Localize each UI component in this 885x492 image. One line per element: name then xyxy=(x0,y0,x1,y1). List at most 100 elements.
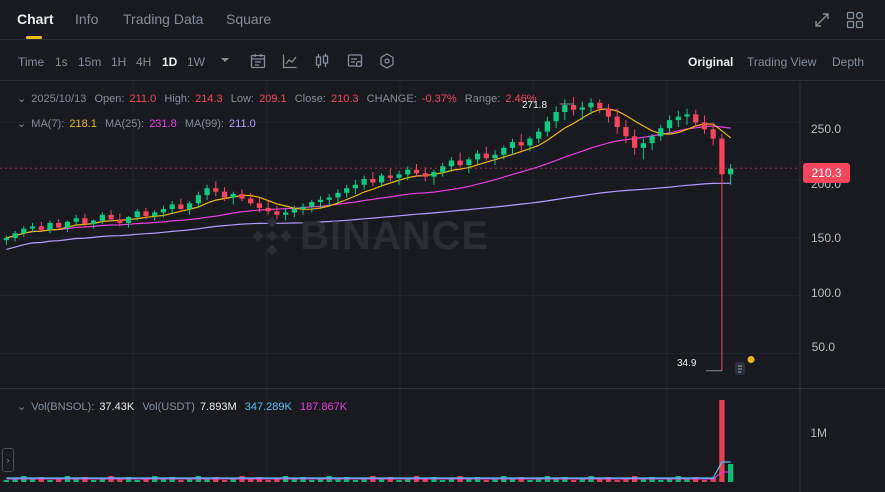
low-value: 209.1 xyxy=(259,93,287,105)
candle-body xyxy=(492,154,498,159)
hexagon-settings-icon[interactable] xyxy=(378,52,396,70)
volume-bar xyxy=(47,480,53,482)
candlestick-icon[interactable] xyxy=(313,52,331,70)
vol-collapse-chevron-icon[interactable]: ⌄ xyxy=(17,401,27,413)
volume-bar xyxy=(483,480,489,482)
candle-body xyxy=(474,153,481,160)
volume-bar xyxy=(134,480,140,482)
candle-body xyxy=(64,221,71,228)
candle-body xyxy=(588,102,594,108)
volume-bar xyxy=(396,480,402,482)
candle-body xyxy=(544,121,551,132)
change-label: CHANGE: xyxy=(366,93,417,105)
expand-icon[interactable] xyxy=(812,10,832,30)
ma-collapse-chevron-icon[interactable]: ⌄ xyxy=(17,118,27,130)
view-depth[interactable]: Depth xyxy=(832,55,865,69)
candle-body xyxy=(501,147,507,155)
interval-1d[interactable]: 1D xyxy=(162,55,178,69)
ma99-value: 211.0 xyxy=(229,118,256,130)
volume-bar xyxy=(701,480,708,482)
interval-4h[interactable]: 4H xyxy=(136,55,152,69)
ma7-value: 218.1 xyxy=(69,118,97,130)
candle-body xyxy=(317,199,324,203)
indicator-settings-icon[interactable] xyxy=(346,52,364,70)
view-trading-view[interactable]: Trading View xyxy=(747,55,817,69)
interval-1w[interactable]: 1W xyxy=(187,55,205,69)
ma7-label: MA(7): xyxy=(31,118,65,130)
candle-body xyxy=(605,108,612,117)
interval-15m[interactable]: 15m xyxy=(78,55,102,69)
candle-body xyxy=(640,143,646,148)
line-chart-icon[interactable] xyxy=(281,52,299,70)
view-original[interactable]: Original xyxy=(688,55,734,69)
vol-quote-label: Vol(USDT) xyxy=(142,401,195,413)
candle-body xyxy=(335,192,341,198)
volume-bar xyxy=(527,480,533,482)
candle-body xyxy=(396,174,402,178)
candle-body xyxy=(221,191,228,198)
notes-icon[interactable] xyxy=(731,356,755,380)
volume-bar xyxy=(719,400,725,482)
open-label: Open: xyxy=(94,93,125,105)
candle-body xyxy=(553,112,559,122)
volume-bar xyxy=(440,480,446,482)
candle-body xyxy=(405,169,411,175)
candle-body xyxy=(47,222,53,230)
interval-time[interactable]: Time xyxy=(18,55,45,69)
ohlc-date: 2025/10/13 xyxy=(31,93,87,105)
volume-bar xyxy=(317,478,324,482)
interval-dropdown-icon[interactable] xyxy=(218,53,236,71)
volume-bar xyxy=(553,479,559,482)
candle-body xyxy=(300,206,306,210)
price-tick-50: 50.0 xyxy=(811,340,835,354)
volume-bar xyxy=(405,478,411,482)
candle-body xyxy=(91,220,97,225)
active-tab-indicator xyxy=(26,36,42,39)
volume-bar xyxy=(614,480,620,482)
tab-chart[interactable]: Chart xyxy=(17,11,54,27)
candle-body xyxy=(361,178,367,185)
volume-bar xyxy=(579,478,585,482)
volume-bar xyxy=(378,479,385,482)
candle-body xyxy=(658,128,664,137)
candle-body xyxy=(448,160,455,167)
volume-legend: ⌄ Vol(BNSOL): 37.43K Vol(USDT) 7.893M 34… xyxy=(17,400,349,413)
candle-body xyxy=(623,127,629,137)
interval-1h[interactable]: 1H xyxy=(111,55,127,69)
volume-bar xyxy=(274,478,280,482)
volume-bar xyxy=(3,480,9,482)
price-chart[interactable] xyxy=(0,82,885,492)
ma25-value: 231.8 xyxy=(149,118,177,130)
tab-info[interactable]: Info xyxy=(75,11,99,27)
pane-divider xyxy=(0,388,885,389)
ma99-line xyxy=(6,182,731,250)
candle-body xyxy=(536,131,542,139)
candle-body xyxy=(527,138,533,146)
interval-1s[interactable]: 1s xyxy=(55,55,68,69)
volume-bar xyxy=(509,479,516,482)
tab-trading-data[interactable]: Trading Data xyxy=(123,11,204,27)
candle-body xyxy=(21,228,27,234)
collapse-chevron-icon[interactable]: ⌄ xyxy=(17,93,27,105)
side-panel-toggle-icon[interactable]: › xyxy=(2,448,14,472)
volume-bar xyxy=(230,478,236,482)
tab-square[interactable]: Square xyxy=(226,11,272,27)
volume-bar xyxy=(265,480,271,482)
candle-body xyxy=(143,211,149,216)
volume-bar xyxy=(178,480,184,482)
candle-body xyxy=(291,209,297,213)
calendar-icon[interactable] xyxy=(249,52,267,70)
candle-body xyxy=(195,195,201,204)
volume-bar xyxy=(73,479,79,482)
volume-ma10-line xyxy=(6,471,731,480)
candle-body xyxy=(134,211,140,218)
candle-body xyxy=(597,102,603,109)
candle-body xyxy=(274,211,280,215)
volume-bar xyxy=(221,480,228,482)
volume-bar xyxy=(666,478,673,482)
price-tick-250: 250.0 xyxy=(810,122,841,136)
volume-bar xyxy=(658,480,664,482)
layout-grid-icon[interactable] xyxy=(845,10,865,30)
volume-bar xyxy=(99,478,105,482)
candle-body xyxy=(256,203,263,208)
